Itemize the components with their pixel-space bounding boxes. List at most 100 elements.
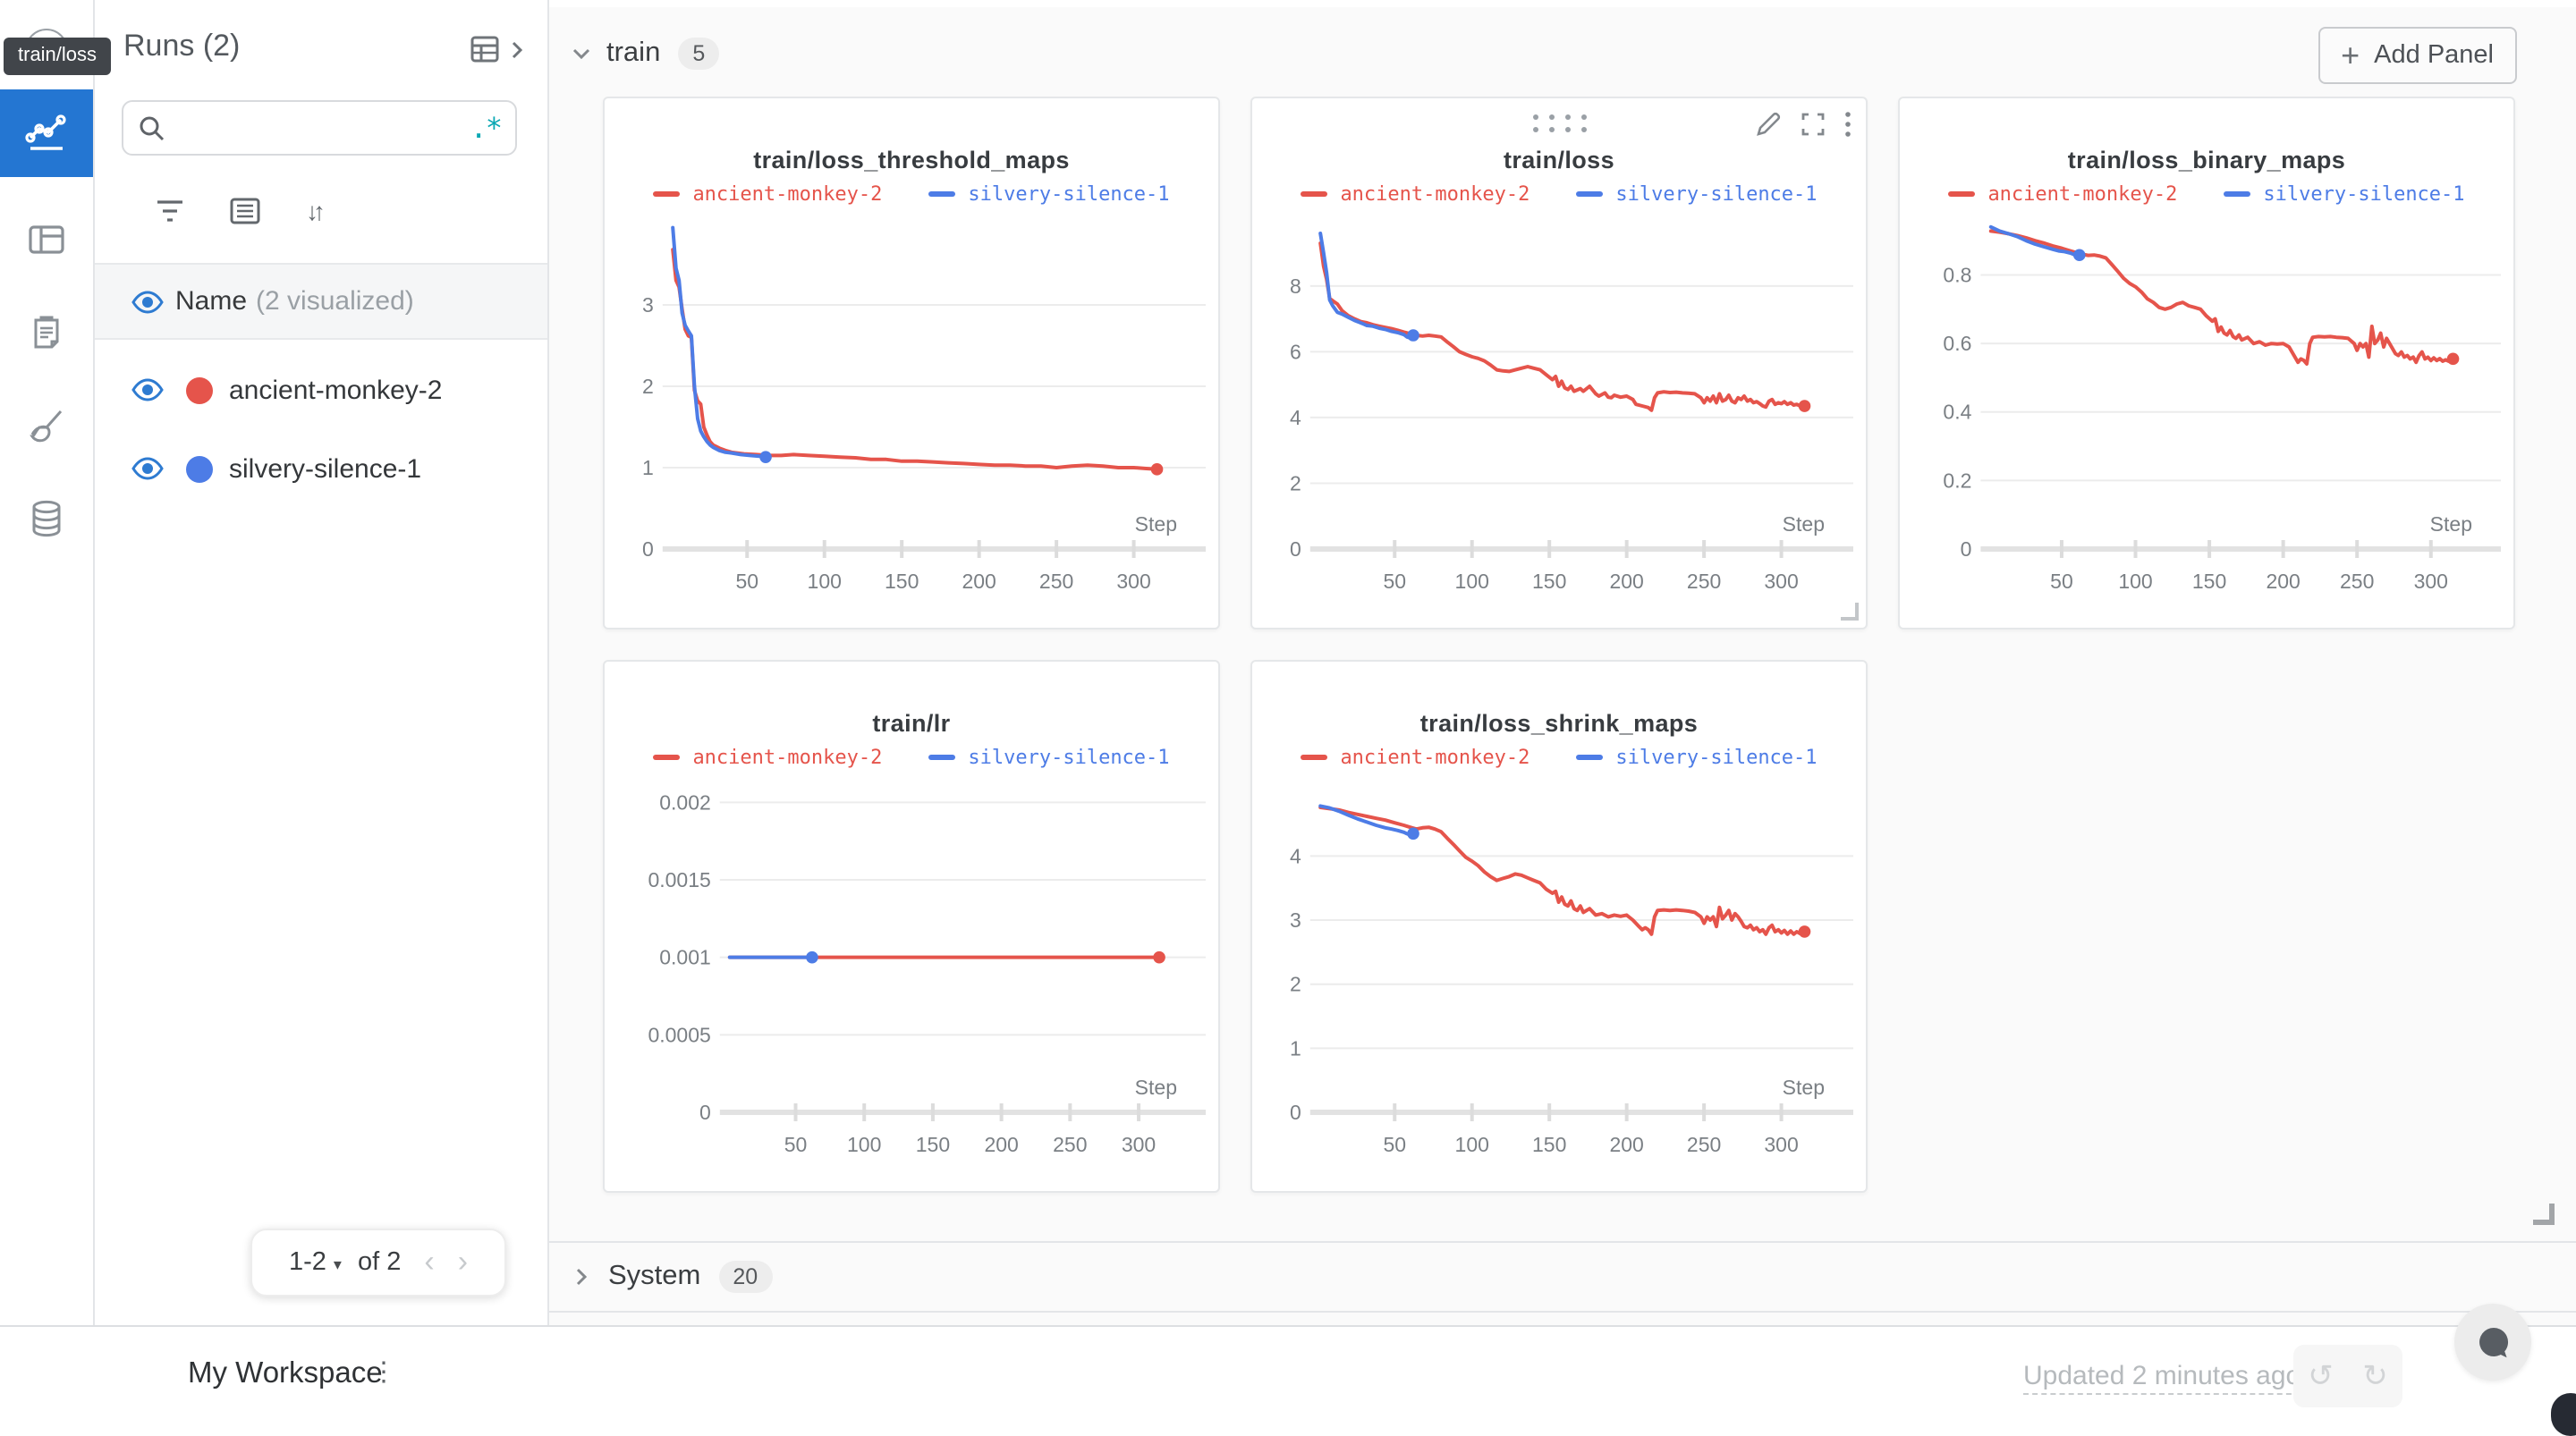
series-end-marker	[1407, 329, 1419, 342]
legend-label: ancient-monkey-2	[1987, 182, 2178, 206]
filter-button[interactable]	[152, 193, 188, 229]
chart-panel[interactable]: train/loss_threshold_maps ancient-monkey…	[603, 97, 1220, 629]
y-tick-label: 0	[699, 1101, 711, 1124]
section-resize-handle[interactable]	[2533, 1204, 2555, 1225]
page-range-label[interactable]: 1-2	[288, 1248, 326, 1277]
run-row[interactable]: silvery-silence-1	[93, 429, 547, 508]
database-icon	[32, 500, 61, 537]
eye-icon	[131, 378, 164, 401]
sort-button[interactable]: ↓↑	[306, 197, 326, 225]
add-panel-button[interactable]: + Add Panel	[2318, 27, 2517, 84]
fullscreen-icon	[1801, 113, 1825, 136]
help-chat-button[interactable]	[2454, 1304, 2531, 1381]
list-icon	[230, 198, 260, 224]
legend-dash-icon	[1576, 190, 1604, 198]
legend-label: silvery-silence-1	[2263, 182, 2465, 206]
edit-panel-button[interactable]	[1755, 111, 1782, 138]
x-tick-label: 50	[735, 570, 758, 593]
fullscreen-button[interactable]	[1800, 111, 1826, 138]
section-header-system[interactable]: System 20	[549, 1241, 2576, 1313]
legend-entry[interactable]: ancient-monkey-2	[653, 182, 882, 206]
prev-page-button[interactable]: ‹	[424, 1245, 435, 1279]
x-tick-label: 200	[962, 570, 996, 593]
chevron-down-icon	[571, 43, 592, 64]
next-page-button[interactable]: ›	[457, 1245, 469, 1279]
page-size-caret-icon[interactable]: ▾	[333, 1254, 342, 1272]
rail-item-charts[interactable]	[0, 89, 93, 177]
run-row[interactable]: ancient-monkey-2	[93, 351, 547, 429]
run-name[interactable]: silvery-silence-1	[229, 453, 422, 484]
runs-name-header-row[interactable]: Name (2 visualized)	[93, 263, 547, 340]
workspace-main: train 5 + Add Panel train/loss_threshold…	[549, 0, 2576, 1325]
chart-panel[interactable]: train/loss ancient-monkey-2 silvery-sile…	[1250, 97, 1868, 629]
series-line	[1318, 241, 1807, 412]
runs-sidebar: Runs (2) .*	[93, 0, 549, 1325]
rail-item-logs[interactable]	[0, 293, 93, 372]
legend-dash-icon	[1948, 190, 1976, 198]
legend-label: silvery-silence-1	[1615, 746, 1818, 769]
chart-panel[interactable]: train/loss_binary_maps ancient-monkey-2 …	[1898, 97, 2515, 629]
legend-dash-icon	[1301, 190, 1328, 198]
run-color-dot[interactable]	[186, 455, 213, 482]
expand-runs-table-button[interactable]	[469, 32, 526, 68]
legend-dash-icon	[1576, 754, 1604, 761]
eye-icon	[131, 290, 164, 313]
x-tick-label: 200	[2266, 570, 2300, 593]
x-tick-label: 250	[1687, 1133, 1721, 1156]
series-end-marker	[806, 950, 818, 964]
chart-legend: ancient-monkey-2 silvery-silence-1	[1252, 746, 1866, 769]
filter-icon	[157, 200, 182, 222]
x-axis-label: Step	[1783, 512, 1825, 536]
legend-entry[interactable]: silvery-silence-1	[1576, 182, 1818, 206]
undo-button[interactable]: ↺	[2308, 1358, 2334, 1392]
chart-legend: ancient-monkey-2 silvery-silence-1	[605, 182, 1218, 206]
chart-plot-area[interactable]: 8 6 4 2 0 50 100 150 200 250 300 Step	[1252, 206, 1866, 621]
legend-entry[interactable]: ancient-monkey-2	[1948, 182, 2177, 206]
chart-panel[interactable]: train/loss_shrink_maps ancient-monkey-2 …	[1250, 660, 1868, 1193]
redo-button[interactable]: ↻	[2362, 1358, 2388, 1392]
panels-icon	[29, 225, 64, 254]
run-name[interactable]: ancient-monkey-2	[229, 375, 443, 405]
series-line	[1318, 232, 1415, 340]
legend-dash-icon	[653, 190, 681, 198]
name-column-label: Name	[175, 286, 248, 317]
rail-item-artifacts[interactable]	[0, 479, 93, 558]
toggle-all-visibility[interactable]	[131, 289, 165, 314]
workspace-name[interactable]: My Workspace	[188, 1357, 383, 1390]
chart-plot-area[interactable]: 3 2 1 0 50 100 150 200 250 300 Step	[605, 206, 1218, 621]
legend-entry[interactable]: ancient-monkey-2	[1301, 746, 1530, 769]
x-tick-label: 300	[1116, 570, 1150, 593]
legend-entry[interactable]: ancient-monkey-2	[1301, 182, 1530, 206]
bottom-bar: My Workspace ⋮ Updated 2 minutes ago ↺ ↻	[0, 1325, 2576, 1425]
legend-entry[interactable]: ancient-monkey-2	[653, 746, 882, 769]
group-button[interactable]	[227, 193, 263, 229]
panel-resize-handle[interactable]	[1841, 603, 1859, 621]
chart-plot-area[interactable]: 0.002 0.0015 0.001 0.0005 0 50 100 150 200 250 300…	[605, 769, 1218, 1184]
x-tick-label: 50	[1383, 570, 1406, 593]
legend-entry[interactable]: silvery-silence-1	[928, 746, 1170, 769]
y-tick-label: 6	[1290, 340, 1301, 363]
run-visibility-toggle[interactable]	[131, 456, 165, 481]
legend-entry[interactable]: silvery-silence-1	[1576, 746, 1818, 769]
x-tick-label: 100	[1455, 570, 1489, 593]
x-tick-label: 100	[2118, 570, 2152, 593]
rail-item-sweeps[interactable]	[0, 388, 93, 467]
run-visibility-toggle[interactable]	[131, 377, 165, 402]
panel-menu-button[interactable]	[1844, 111, 1852, 138]
section-header-train[interactable]: train 5	[571, 38, 720, 70]
visualized-count-label: (2 visualized)	[256, 286, 414, 317]
chart-plot-area[interactable]: 4 3 2 1 0 50 100 150 200 250 300 Step	[1252, 769, 1866, 1184]
legend-entry[interactable]: silvery-silence-1	[928, 182, 1170, 206]
drag-handle-icon[interactable]	[1532, 114, 1586, 132]
rail-item-panels[interactable]	[0, 200, 93, 279]
workspace-menu-button[interactable]: ⋮	[370, 1357, 397, 1388]
regex-toggle[interactable]: .*	[470, 110, 503, 144]
chart-plot-area[interactable]: 0.8 0.6 0.4 0.2 0 50 100 150 200 250 300 Step	[1900, 206, 2513, 621]
y-tick-label: 0.2	[1943, 469, 1971, 492]
run-color-dot[interactable]	[186, 376, 213, 403]
run-search-input[interactable]	[177, 113, 470, 143]
legend-entry[interactable]: silvery-silence-1	[2224, 182, 2465, 206]
chart-panel[interactable]: train/lr ancient-monkey-2 silvery-silenc…	[603, 660, 1220, 1193]
y-tick-label: 0	[1961, 537, 1972, 561]
y-tick-label: 3	[642, 293, 654, 317]
